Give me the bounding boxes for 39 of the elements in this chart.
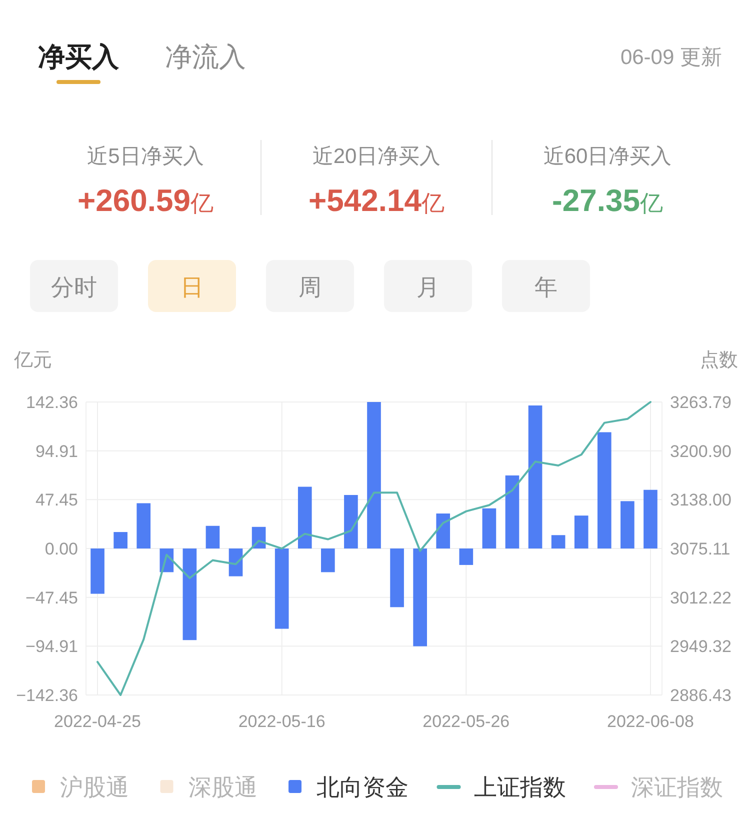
y-tick-label: −94.91	[26, 637, 78, 656]
y2-tick-label: 3075.11	[670, 540, 730, 558]
card-label: 近60日净买入	[543, 145, 672, 168]
card-value: +542.14亿	[308, 183, 444, 218]
card-label: 近5日净买入	[87, 145, 204, 168]
update-time: 06-09 更新	[620, 46, 722, 69]
y2-tick-label: 3200.90	[670, 442, 732, 461]
y-tick-label: −47.45	[26, 588, 78, 608]
button-label: 周	[298, 274, 322, 300]
legend-label: 深股通	[188, 774, 258, 800]
y-tick-label: −142.36	[16, 686, 78, 705]
y2-tick-label: 3263.79	[670, 393, 732, 412]
card-value: +260.59亿	[78, 183, 214, 218]
x-tick-label: 2022-06-08	[607, 712, 694, 731]
button-label: 月	[416, 274, 440, 300]
y-tick-label: 142.36	[26, 393, 78, 412]
y-tick-label: 47.45	[35, 490, 78, 510]
x-tick-label: 2022-04-25	[54, 712, 141, 731]
legend-label: 上证指数	[474, 774, 566, 800]
legend-label: 沪股通	[60, 774, 129, 800]
x-tick-label: 2022-05-26	[422, 712, 510, 731]
y2-tick-label: 2886.43	[670, 686, 732, 705]
y-axis-title: 亿元	[14, 350, 52, 371]
button-label: 年	[534, 274, 558, 300]
button-label: 日	[180, 274, 204, 300]
y-tick-label: 94.91	[35, 442, 78, 461]
y2-tick-label: 3012.22	[670, 588, 732, 608]
y-tick-label: 0.00	[44, 540, 78, 558]
legend-label: 北向资金	[316, 774, 408, 800]
tab-label: 净流入	[165, 42, 246, 72]
card-value: -27.35亿	[552, 183, 663, 218]
y2-tick-label: 3138.00	[670, 490, 732, 510]
y2-axis-title: 点数	[700, 350, 738, 371]
legend-label: 深证指数	[631, 774, 723, 800]
x-tick-label: 2022-05-16	[238, 712, 326, 731]
tab-label-selected: 净买入	[38, 42, 119, 72]
card-label: 近20日净买入	[312, 145, 441, 168]
y2-tick-label: 2949.32	[670, 637, 732, 656]
button-label: 分时	[51, 274, 97, 300]
